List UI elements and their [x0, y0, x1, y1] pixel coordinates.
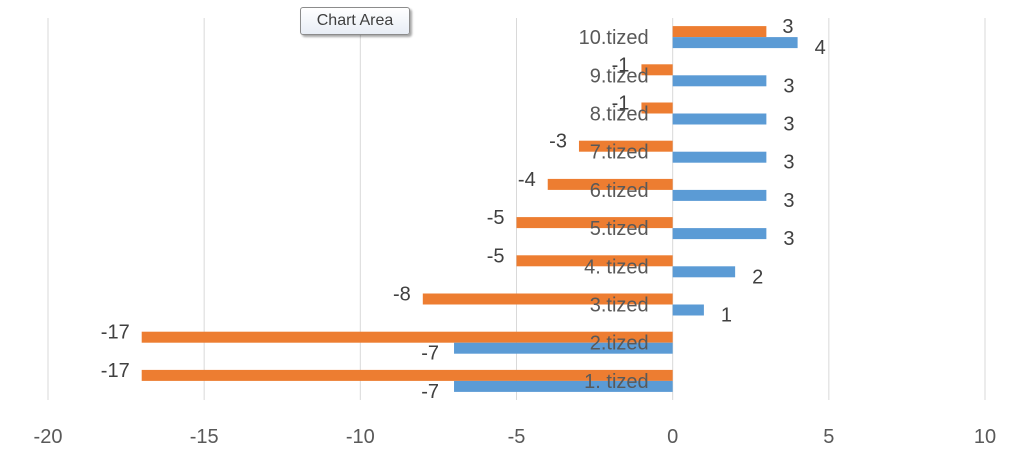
data-label-series-1: 3	[783, 114, 794, 136]
x-tick-label: -15	[190, 426, 219, 448]
data-label-series-1: 3	[783, 190, 794, 212]
data-label-series-2: 3	[782, 16, 793, 38]
bar-series-2	[578, 140, 673, 152]
data-label-series-2: -5	[487, 245, 505, 267]
x-tick-label: 10	[974, 426, 996, 448]
bar-series-2	[547, 178, 673, 190]
bar-series-2	[141, 331, 673, 343]
bar-series-1	[672, 266, 736, 278]
category-label: 9.tized	[590, 65, 649, 87]
bar-series-2	[641, 64, 673, 76]
x-tick-label: -10	[346, 426, 375, 448]
category-label: 1. tized	[584, 371, 648, 393]
bar-series-1	[672, 189, 767, 201]
data-label-series-2: -5	[487, 207, 505, 229]
data-label-series-1: 3	[783, 228, 794, 250]
bar-series-1	[672, 304, 704, 316]
data-label-series-1: 2	[752, 266, 763, 288]
data-label-series-2: -17	[101, 360, 130, 382]
data-label-series-1: -7	[421, 343, 439, 365]
data-label-series-2: -1	[612, 54, 630, 76]
bar-series-1	[672, 113, 767, 125]
data-label-series-2: -3	[549, 131, 567, 153]
data-label-series-1: 1	[721, 305, 732, 327]
data-label-series-2: -4	[518, 169, 536, 191]
category-label: 5.tized	[590, 218, 649, 240]
bar-series-1	[454, 342, 673, 354]
category-label: 2.tized	[590, 333, 649, 355]
x-tick-label: -5	[508, 426, 526, 448]
category-label: 4. tized	[584, 256, 648, 278]
bar-series-2	[641, 102, 673, 114]
category-label: 10.tized	[579, 27, 649, 49]
data-label-series-1: 4	[815, 37, 826, 59]
bar-series-1	[672, 151, 767, 163]
category-label: 6.tized	[590, 180, 649, 202]
data-label-series-2: -17	[101, 322, 130, 344]
bar-series-1	[672, 37, 798, 49]
category-label: 8.tized	[590, 104, 649, 126]
x-tick-label: 5	[823, 426, 834, 448]
data-label-series-2: -1	[612, 93, 630, 115]
x-tick-label: -20	[34, 426, 63, 448]
bar-series-1	[672, 228, 767, 240]
chart-area-tooltip: Chart Area	[300, 7, 410, 35]
data-label-series-1: 3	[783, 75, 794, 97]
bar-series-2	[141, 369, 673, 381]
bar-series-2	[516, 255, 673, 267]
x-tick-label: 0	[667, 426, 678, 448]
category-label: 3.tized	[590, 295, 649, 317]
category-label: 7.tized	[590, 142, 649, 164]
bar-series-2	[516, 217, 673, 229]
data-label-series-2: -8	[393, 284, 411, 306]
bar-series-2	[672, 26, 767, 38]
bar-series-1	[454, 380, 673, 392]
bar-series-1	[672, 75, 767, 87]
data-label-series-1: -7	[421, 381, 439, 403]
data-label-series-1: 3	[783, 152, 794, 174]
bar-series-2	[422, 293, 673, 305]
